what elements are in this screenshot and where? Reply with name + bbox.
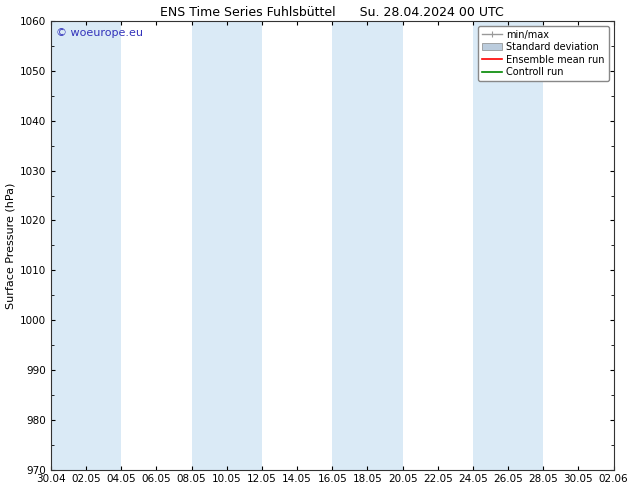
Y-axis label: Surface Pressure (hPa): Surface Pressure (hPa) [6, 182, 16, 309]
Bar [473, 21, 508, 469]
Text: © woeurope.eu: © woeurope.eu [56, 28, 143, 38]
Bar [86, 21, 121, 469]
Legend: min/max, Standard deviation, Ensemble mean run, Controll run: min/max, Standard deviation, Ensemble me… [478, 26, 609, 81]
Bar [227, 21, 262, 469]
Bar [368, 21, 403, 469]
Title: ENS Time Series Fuhlsbüttel      Su. 28.04.2024 00 UTC: ENS Time Series Fuhlsbüttel Su. 28.04.20… [160, 5, 504, 19]
Bar [332, 21, 368, 469]
Bar [508, 21, 543, 469]
Bar [191, 21, 227, 469]
Bar [51, 21, 86, 469]
